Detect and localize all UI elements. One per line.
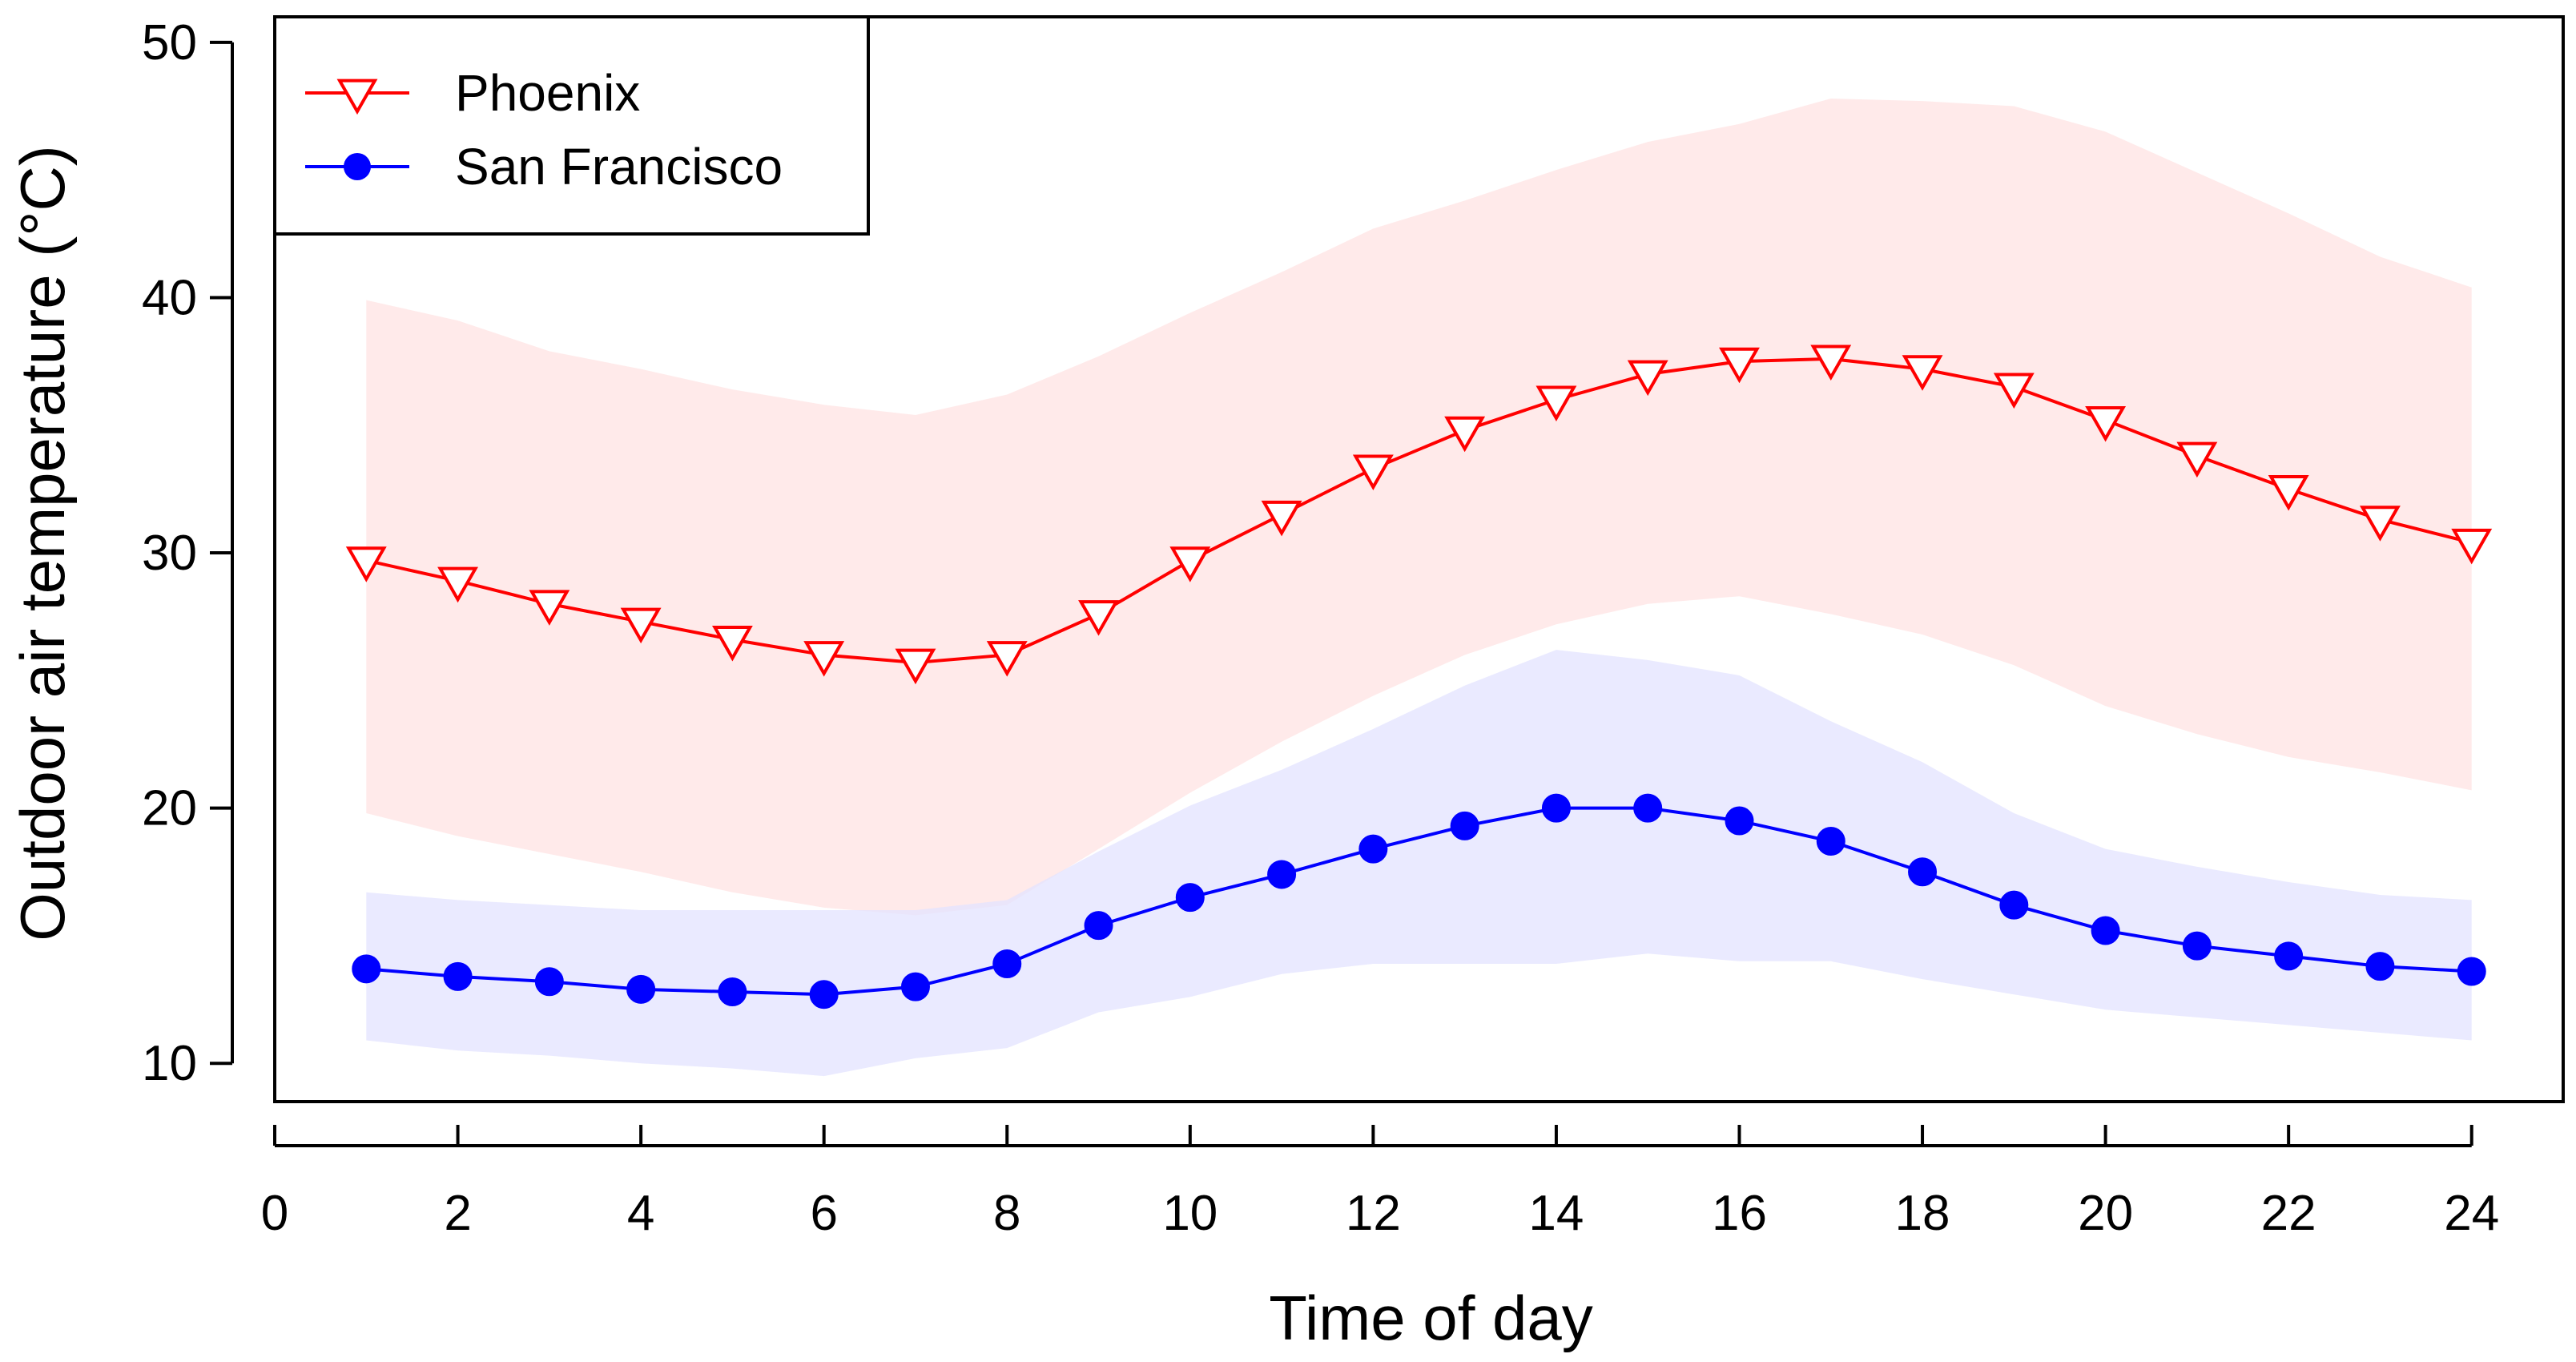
phoenix-point (620, 607, 662, 644)
san-francisco-point (809, 980, 839, 1009)
san-francisco-point (443, 961, 473, 991)
series-lines (365, 357, 2473, 997)
san-francisco-point (1633, 793, 1663, 823)
phoenix-point (986, 641, 1028, 677)
san-francisco-point (1267, 860, 1297, 889)
san-francisco-point (1175, 883, 1205, 913)
y-axis: 10 20 30 40 50 (142, 15, 234, 1091)
san-francisco-point (626, 974, 656, 1004)
phoenix-point (1810, 345, 1852, 381)
san-francisco-point (1908, 857, 1938, 887)
phoenix-point (1169, 546, 1211, 582)
x-tick-label: 18 (1895, 1186, 1950, 1241)
x-tick-label: 6 (810, 1186, 837, 1241)
san-francisco-point (900, 972, 930, 1001)
y-tick-label: 10 (142, 1036, 197, 1091)
san-francisco-point (1358, 834, 1388, 864)
phoenix-point (1627, 360, 1668, 397)
san-francisco-point (1450, 811, 1479, 840)
phoenix-point (1536, 385, 1577, 422)
x-tick-label: 14 (1528, 1186, 1584, 1241)
san-francisco-point (992, 949, 1022, 978)
san-francisco-point (2274, 941, 2304, 971)
x-tick-label: 2 (444, 1186, 471, 1241)
phoenix-point (1444, 416, 1486, 453)
san-francisco-point (2365, 952, 2395, 981)
phoenix-point (895, 648, 936, 685)
phoenix-point (1993, 373, 2035, 409)
phoenix-point (529, 590, 570, 626)
phoenix-band (366, 98, 2472, 916)
phoenix-point (2268, 474, 2309, 511)
phoenix-point (2451, 528, 2493, 565)
san-francisco-point (1541, 793, 1571, 823)
x-tick-label: 8 (993, 1186, 1020, 1241)
y-axis-title: Outdoor air temperature (°C) (7, 145, 78, 941)
san-francisco-point (2182, 931, 2212, 961)
san-francisco-point (718, 977, 747, 1007)
legend: Phoenix San Francisco (273, 15, 870, 236)
x-tick-label: 0 (261, 1186, 288, 1241)
san-francisco-point (2457, 957, 2486, 986)
y-tick-label: 20 (142, 781, 197, 836)
san-francisco-point (1816, 827, 1845, 856)
x-tick-label: 12 (1346, 1186, 1401, 1241)
san-francisco-point (2091, 916, 2120, 945)
uncertainty-bands (366, 98, 2472, 1077)
x-axis-title: Time of day (1269, 1283, 1593, 1353)
phoenix-point (1261, 500, 1302, 537)
san-francisco-point (1999, 890, 2029, 920)
x-tick-label: 22 (2261, 1186, 2316, 1241)
san-francisco-point (534, 967, 564, 997)
y-tick-label: 30 (142, 526, 197, 581)
phoenix-point (345, 546, 387, 582)
y-tick-label: 40 (142, 270, 197, 325)
legend-san-francisco-label: San Francisco (455, 138, 783, 195)
phoenix-point (1719, 347, 1760, 384)
legend-phoenix-label: Phoenix (455, 64, 640, 122)
san-francisco-point (352, 954, 381, 984)
phoenix-point (803, 641, 845, 677)
x-tick-label: 16 (1712, 1186, 1767, 1241)
san-francisco-band (366, 650, 2472, 1077)
phoenix-point (1352, 454, 1394, 491)
phoenix-point (1078, 600, 1119, 636)
y-tick-label: 50 (142, 15, 197, 71)
phoenix-point (2359, 506, 2401, 542)
legend-box (273, 15, 870, 236)
x-tick-label: 24 (2444, 1186, 2499, 1241)
plot-frame (273, 15, 2565, 1103)
x-tick-label: 20 (2078, 1186, 2133, 1241)
legend-san-francisco-marker (344, 153, 371, 180)
legend-phoenix-marker (336, 79, 378, 115)
series-markers (345, 345, 2493, 1009)
x-tick-label: 4 (627, 1186, 654, 1241)
phoenix-point (2176, 441, 2218, 478)
x-tick-label: 10 (1162, 1186, 1218, 1241)
phoenix-point (2085, 405, 2127, 442)
phoenix-point (711, 625, 753, 662)
phoenix-point (1902, 355, 1943, 391)
san-francisco-line (366, 806, 2472, 997)
x-axis: 0 2 4 6 8 10 12 14 16 18 20 22 24 (261, 1125, 2499, 1241)
san-francisco-point (1725, 806, 1754, 836)
phoenix-point (437, 566, 479, 603)
san-francisco-point (1084, 911, 1113, 941)
phoenix-line (365, 357, 2473, 665)
